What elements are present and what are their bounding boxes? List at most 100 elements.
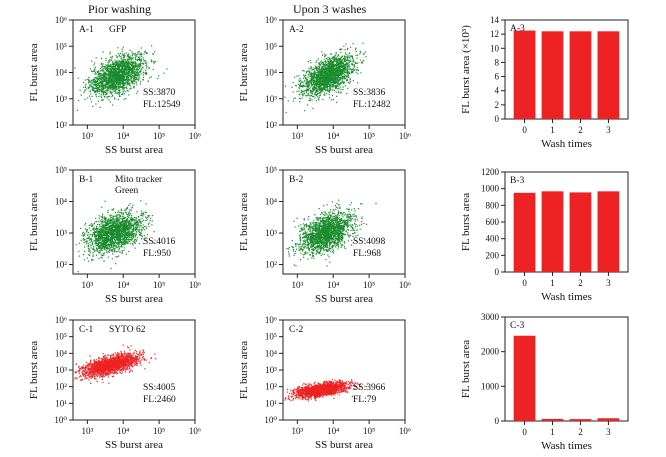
data-point (94, 66, 96, 69)
data-point (124, 226, 126, 228)
data-point (119, 64, 121, 66)
data-point (124, 54, 126, 56)
data-point (131, 80, 133, 82)
data-point (97, 79, 99, 82)
data-point (103, 79, 105, 81)
data-point (139, 54, 142, 56)
data-point (329, 70, 331, 72)
data-point (102, 230, 104, 232)
data-point (122, 232, 124, 234)
data-point (322, 83, 324, 85)
data-point (313, 73, 315, 75)
data-point (111, 68, 113, 70)
data-point (320, 70, 322, 72)
data-point (348, 59, 350, 61)
data-point (348, 65, 350, 67)
data-point (124, 221, 126, 224)
data-point (127, 215, 129, 217)
data-point (103, 224, 105, 226)
data-point (110, 75, 112, 77)
data-point (127, 241, 129, 244)
data-point (133, 66, 135, 68)
data-point (116, 82, 118, 84)
data-point (341, 48, 343, 50)
data-point (105, 76, 107, 78)
data-point (327, 85, 329, 87)
data-point (117, 75, 119, 77)
data-point (119, 74, 121, 76)
data-point (342, 68, 344, 70)
data-point (91, 85, 93, 87)
data-point (354, 61, 356, 63)
data-point (119, 79, 121, 81)
data-point (313, 80, 316, 82)
data-point (133, 63, 135, 65)
data-point (328, 59, 331, 61)
data-point (129, 59, 131, 61)
data-point (322, 66, 324, 68)
data-point (91, 79, 93, 81)
data-point (318, 87, 321, 89)
data-point (340, 59, 342, 61)
data-point (122, 65, 124, 67)
data-point (308, 95, 310, 97)
data-point (88, 78, 90, 80)
data-point (121, 53, 123, 55)
data-point (337, 58, 340, 60)
data-point (309, 87, 311, 89)
data-point (341, 72, 343, 74)
data-point (114, 70, 116, 72)
data-point (132, 82, 134, 84)
data-point (123, 77, 125, 79)
data-point (313, 77, 315, 79)
data-point (101, 76, 103, 78)
data-point (301, 91, 303, 93)
data-point (126, 224, 128, 227)
data-point (118, 87, 120, 89)
data-point (125, 61, 127, 63)
data-point (344, 67, 346, 69)
data-point (94, 242, 96, 244)
data-point (94, 81, 96, 83)
data-point (140, 53, 142, 55)
data-point (318, 81, 320, 83)
data-point (130, 213, 132, 215)
data-point (337, 85, 339, 88)
data-point (135, 234, 137, 236)
data-point (140, 47, 142, 49)
data-point (301, 97, 303, 99)
data-point (359, 53, 361, 55)
data-point (335, 61, 337, 63)
data-point (318, 85, 320, 87)
data-point (102, 66, 105, 68)
data-point (346, 79, 348, 81)
data-point (113, 87, 115, 89)
data-point (134, 64, 137, 66)
data-point (339, 74, 341, 76)
data-point (121, 79, 124, 82)
data-point (111, 73, 113, 75)
data-point (114, 76, 117, 78)
data-point (136, 79, 138, 81)
data-point (105, 218, 107, 220)
data-point (137, 52, 139, 54)
data-point (325, 77, 327, 79)
data-point (356, 67, 358, 69)
data-point (308, 83, 310, 85)
data-point (346, 72, 348, 74)
data-point (117, 238, 119, 240)
data-point (335, 72, 337, 74)
data-point (302, 94, 304, 96)
data-point (350, 63, 353, 65)
data-point (341, 76, 343, 78)
data-point (123, 87, 125, 89)
data-point (84, 90, 86, 92)
data-point (130, 219, 132, 221)
data-point (106, 88, 108, 91)
data-point (318, 75, 320, 77)
data-point (120, 56, 122, 58)
data-point (130, 239, 132, 241)
data-point (121, 251, 123, 253)
data-point (130, 72, 132, 74)
data-point (98, 237, 100, 240)
